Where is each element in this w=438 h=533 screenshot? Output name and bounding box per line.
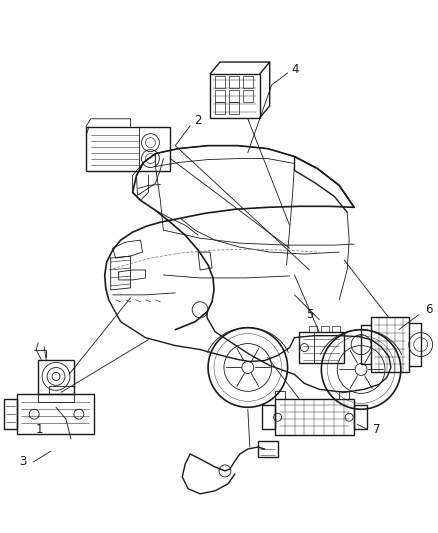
Text: 3: 3 <box>20 456 27 469</box>
Text: 5: 5 <box>306 308 313 321</box>
Text: 6: 6 <box>425 303 432 316</box>
Text: 2: 2 <box>194 114 202 127</box>
Text: 7: 7 <box>373 423 381 435</box>
Text: 1: 1 <box>35 423 43 435</box>
Text: 4: 4 <box>292 62 299 76</box>
